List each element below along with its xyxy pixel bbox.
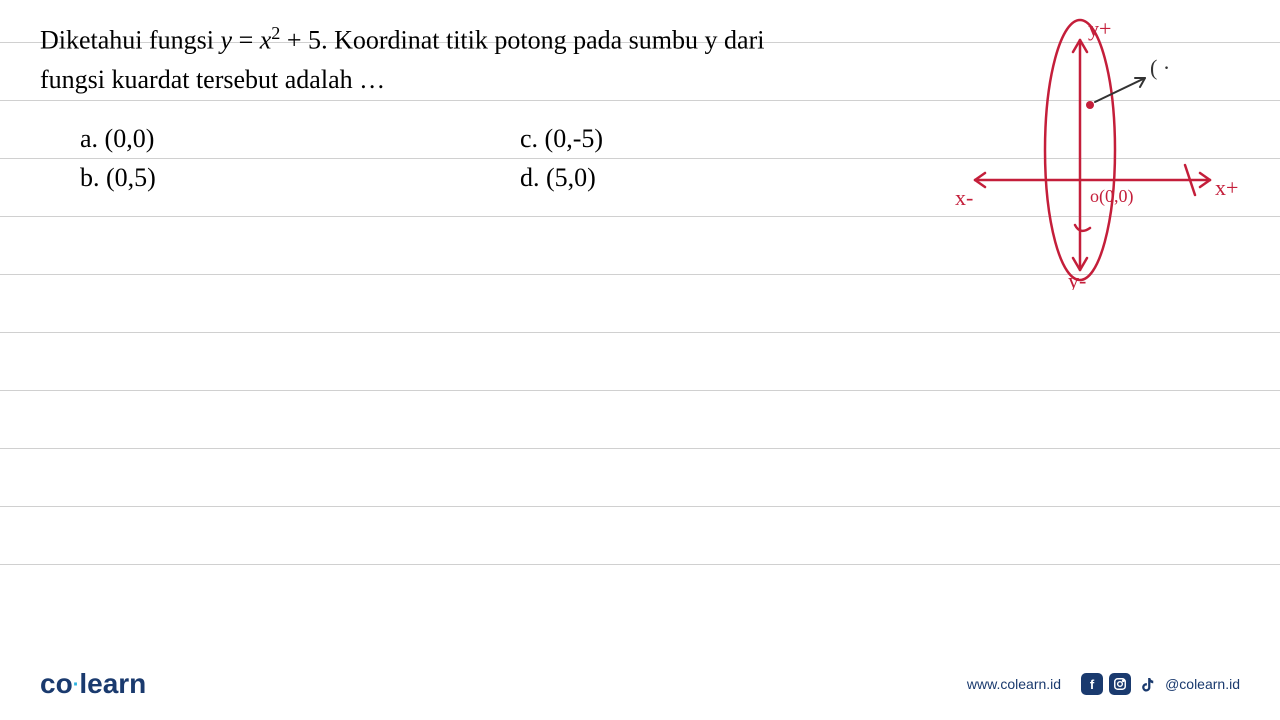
footer: co·learn www.colearn.id f @colearn.id	[0, 668, 1280, 700]
options-left-column: a. (0,0) b. (0,5)	[40, 119, 480, 197]
question-suffix: . Koordinat titik potong pada sumbu y da…	[321, 26, 764, 55]
ruled-line	[0, 506, 1280, 507]
social-handle: @colearn.id	[1165, 676, 1240, 692]
question-prefix: Diketahui fungsi	[40, 26, 221, 55]
sketch-y-minus-label: y-	[1068, 268, 1086, 290]
formula-eq: =	[232, 26, 260, 55]
sketch-point-label: ( ·	[1150, 55, 1170, 80]
option-a: a. (0,0)	[60, 119, 480, 158]
option-c: c. (0,-5)	[500, 119, 920, 158]
sketch-y-plus-label: y+	[1088, 16, 1111, 41]
footer-right: www.colearn.id f @colearn.id	[967, 673, 1240, 695]
question-line2: fungsi kuardat tersebut adalah …	[40, 65, 385, 94]
sketch-x-plus-label: x+	[1215, 175, 1238, 200]
ruled-line	[0, 564, 1280, 565]
options-right-column: c. (0,-5) d. (5,0)	[480, 119, 920, 197]
handwritten-sketch: y+ y- x+ x- o(0,0) ( ·	[920, 10, 1260, 290]
tiktok-icon	[1137, 673, 1159, 695]
formula-rest: + 5	[280, 26, 321, 55]
logo-co: co	[40, 668, 73, 699]
brand-logo: co·learn	[40, 668, 146, 700]
option-d: d. (5,0)	[500, 158, 920, 197]
question-text: Diketahui fungsi y = x2 + 5. Koordinat t…	[40, 20, 840, 99]
facebook-icon: f	[1081, 673, 1103, 695]
ruled-line	[0, 332, 1280, 333]
formula-x: x	[260, 26, 272, 55]
logo-learn: learn	[79, 668, 146, 699]
sketch-x-minus-label: x-	[955, 185, 973, 210]
ruled-line	[0, 448, 1280, 449]
option-b: b. (0,5)	[60, 158, 480, 197]
ruled-line	[0, 390, 1280, 391]
instagram-icon	[1109, 673, 1131, 695]
social-links: f @colearn.id	[1081, 673, 1240, 695]
sketch-origin-label: o(0,0)	[1090, 186, 1134, 207]
website-url: www.colearn.id	[967, 676, 1061, 692]
formula-y: y	[221, 26, 233, 55]
